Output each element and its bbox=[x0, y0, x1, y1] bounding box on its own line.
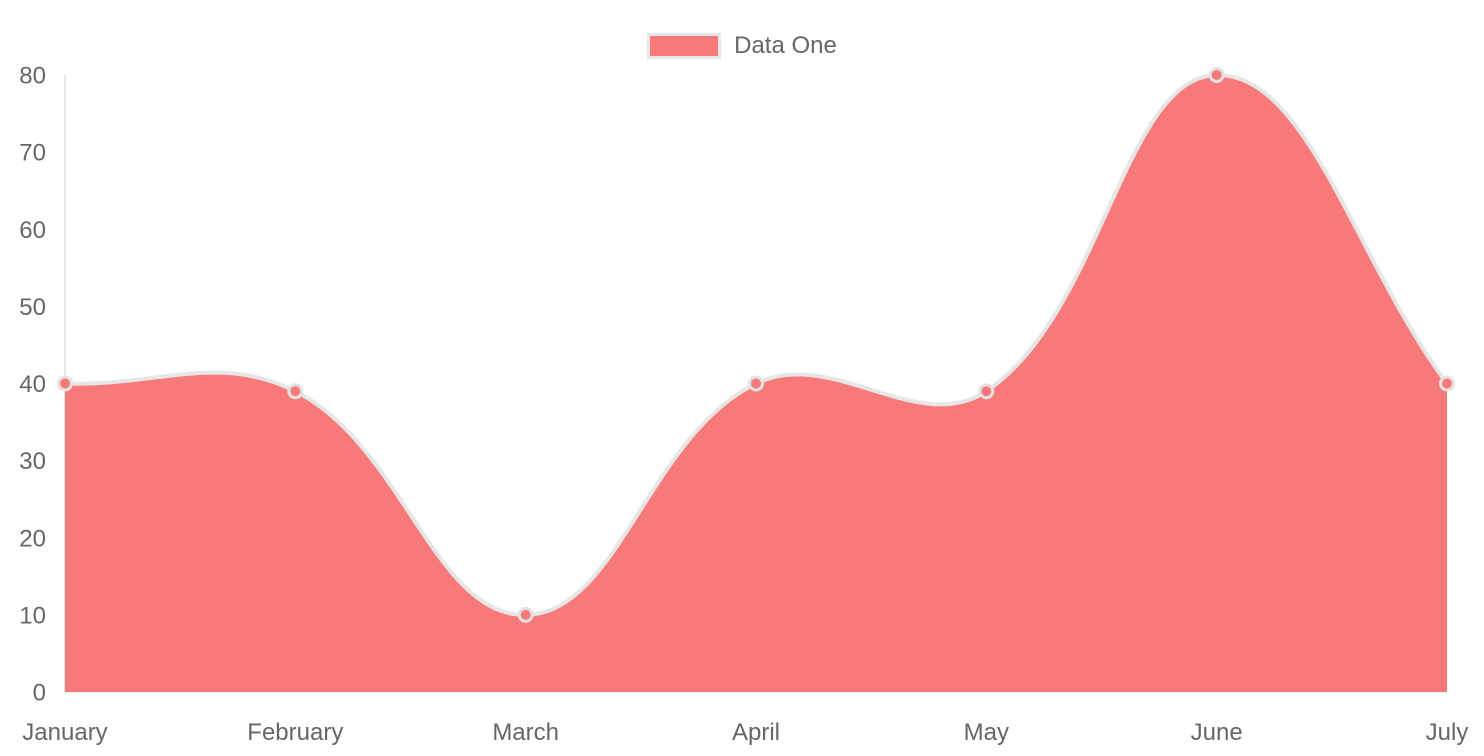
data-point[interactable] bbox=[978, 383, 995, 400]
x-tick-label: March bbox=[492, 719, 559, 746]
y-tick-label: 70 bbox=[19, 140, 46, 167]
y-tick-label: 30 bbox=[19, 448, 46, 475]
y-tick-label: 60 bbox=[19, 217, 46, 244]
legend-swatch bbox=[647, 33, 722, 59]
data-point[interactable] bbox=[1439, 375, 1455, 392]
legend-label: Data One bbox=[734, 32, 837, 59]
x-tick-label: February bbox=[247, 719, 343, 746]
x-tick-label: January bbox=[22, 719, 107, 746]
legend-item-data-one[interactable]: Data One bbox=[647, 33, 837, 59]
data-point[interactable] bbox=[748, 375, 764, 392]
y-tick-label: 10 bbox=[19, 602, 46, 629]
x-tick-label: April bbox=[732, 719, 780, 746]
x-tick-label: May bbox=[964, 719, 1009, 746]
chart-legend: Data One bbox=[0, 33, 1484, 59]
x-tick-label: June bbox=[1191, 719, 1243, 746]
data-point[interactable] bbox=[287, 383, 304, 400]
data-point[interactable] bbox=[517, 606, 534, 623]
y-tick-label: 40 bbox=[19, 371, 46, 398]
area-fill bbox=[65, 74, 1447, 692]
data-point[interactable] bbox=[1208, 67, 1225, 83]
y-tick-label: 50 bbox=[19, 294, 46, 321]
data-point[interactable] bbox=[57, 375, 73, 392]
y-tick-label: 0 bbox=[33, 680, 46, 707]
x-tick-label: July bbox=[1426, 719, 1469, 746]
y-tick-label: 80 bbox=[19, 63, 46, 90]
y-tick-label: 20 bbox=[19, 525, 46, 552]
